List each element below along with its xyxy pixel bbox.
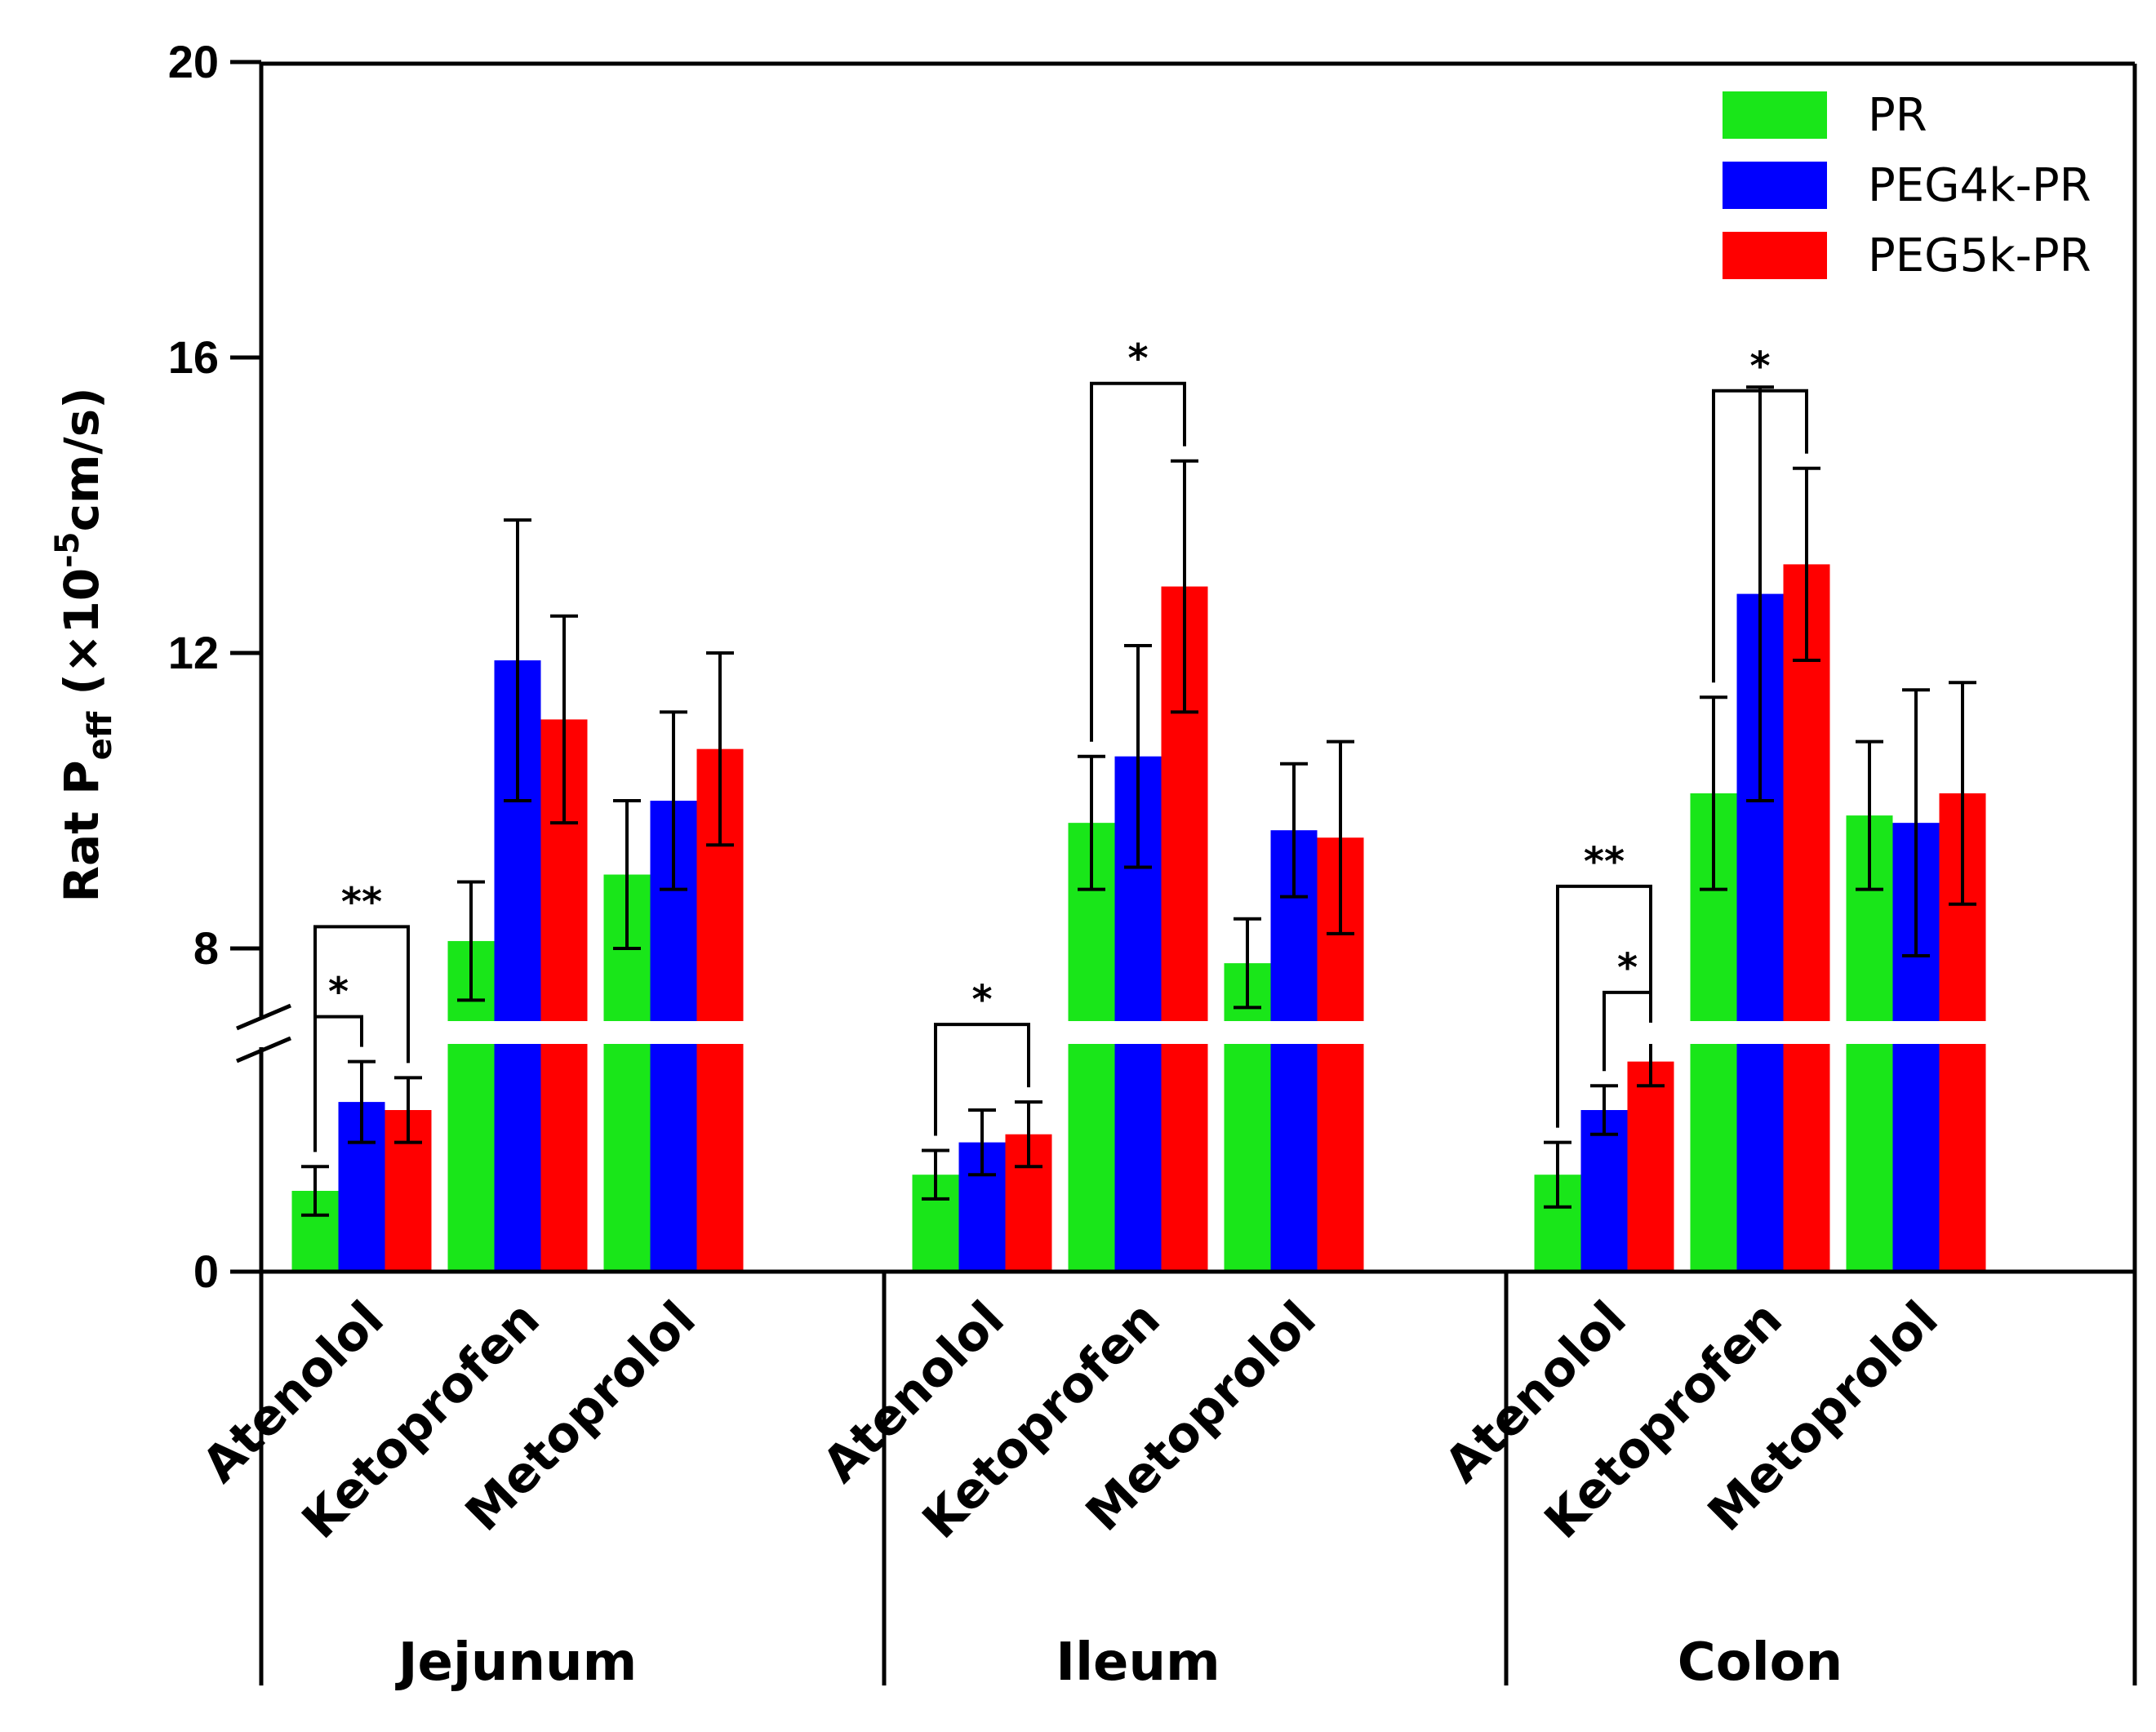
- significance-bracket: [934, 1023, 1030, 1136]
- significance-label: *: [1127, 336, 1148, 382]
- significance-label: *: [1749, 344, 1770, 389]
- y-tick-label: 8: [193, 922, 219, 974]
- significance-bracket: [1090, 381, 1186, 742]
- significance-label: *: [328, 970, 349, 1015]
- y-tick-label: 0: [193, 1246, 219, 1297]
- axis-break-mark: [236, 1036, 291, 1064]
- y-tick-label: 20: [168, 36, 219, 87]
- significance-bracket: [1556, 884, 1652, 1128]
- y-tick-label: 16: [168, 331, 219, 383]
- annot-layer: *********: [313, 336, 1808, 1152]
- y-axis-label-part: eff: [82, 711, 119, 760]
- legend-label: PEG4k-PR: [1868, 159, 2092, 212]
- bar-ileum-metoprolol-pr: [1224, 963, 1271, 1272]
- region-label: Ileum: [1056, 1632, 1220, 1693]
- bar-colon-ketoprofen-peg5k-pr: [1783, 564, 1830, 1272]
- y-tick-label: 12: [168, 627, 219, 678]
- legend-label: PEG5k-PR: [1868, 229, 2092, 282]
- bars-layer: [291, 385, 1986, 1272]
- legend-swatch: [1723, 232, 1827, 279]
- legend-swatch: [1723, 91, 1827, 139]
- bar-ileum-ketoprofen-pr: [1068, 823, 1115, 1272]
- significance-label: **: [1584, 839, 1625, 885]
- legend-label: PR: [1868, 89, 1927, 142]
- region-label: Colon: [1678, 1632, 1843, 1693]
- significance-label: **: [341, 879, 382, 925]
- y-axis-label-part: (×10: [54, 568, 109, 712]
- significance-label: *: [971, 977, 992, 1023]
- bar-colon-atenolol-peg4k-pr: [1580, 1110, 1628, 1272]
- axis-break-mark: [236, 1003, 291, 1031]
- y-axis-label: Rat Peff (×10-5cm/s): [49, 387, 119, 902]
- y-axis-label-part: cm/s): [54, 387, 109, 531]
- legend: PR PEG4k-PR PEG5k-PR: [1723, 89, 2092, 282]
- bar-ileum-metoprolol-peg4k-pr: [1270, 830, 1318, 1272]
- legend-swatch: [1723, 162, 1827, 209]
- y-axis-label-part: Rat P: [54, 760, 109, 902]
- significance-bracket: [313, 925, 410, 1152]
- significance-bracket: [1712, 389, 1808, 683]
- bar-colon-atenolol-peg5k-pr: [1627, 1061, 1674, 1272]
- significance-label: *: [1617, 945, 1638, 991]
- axis-break-band: [266, 1021, 2144, 1044]
- y-axis-label-part: -5: [49, 531, 87, 567]
- region-label: Jejunum: [395, 1632, 638, 1693]
